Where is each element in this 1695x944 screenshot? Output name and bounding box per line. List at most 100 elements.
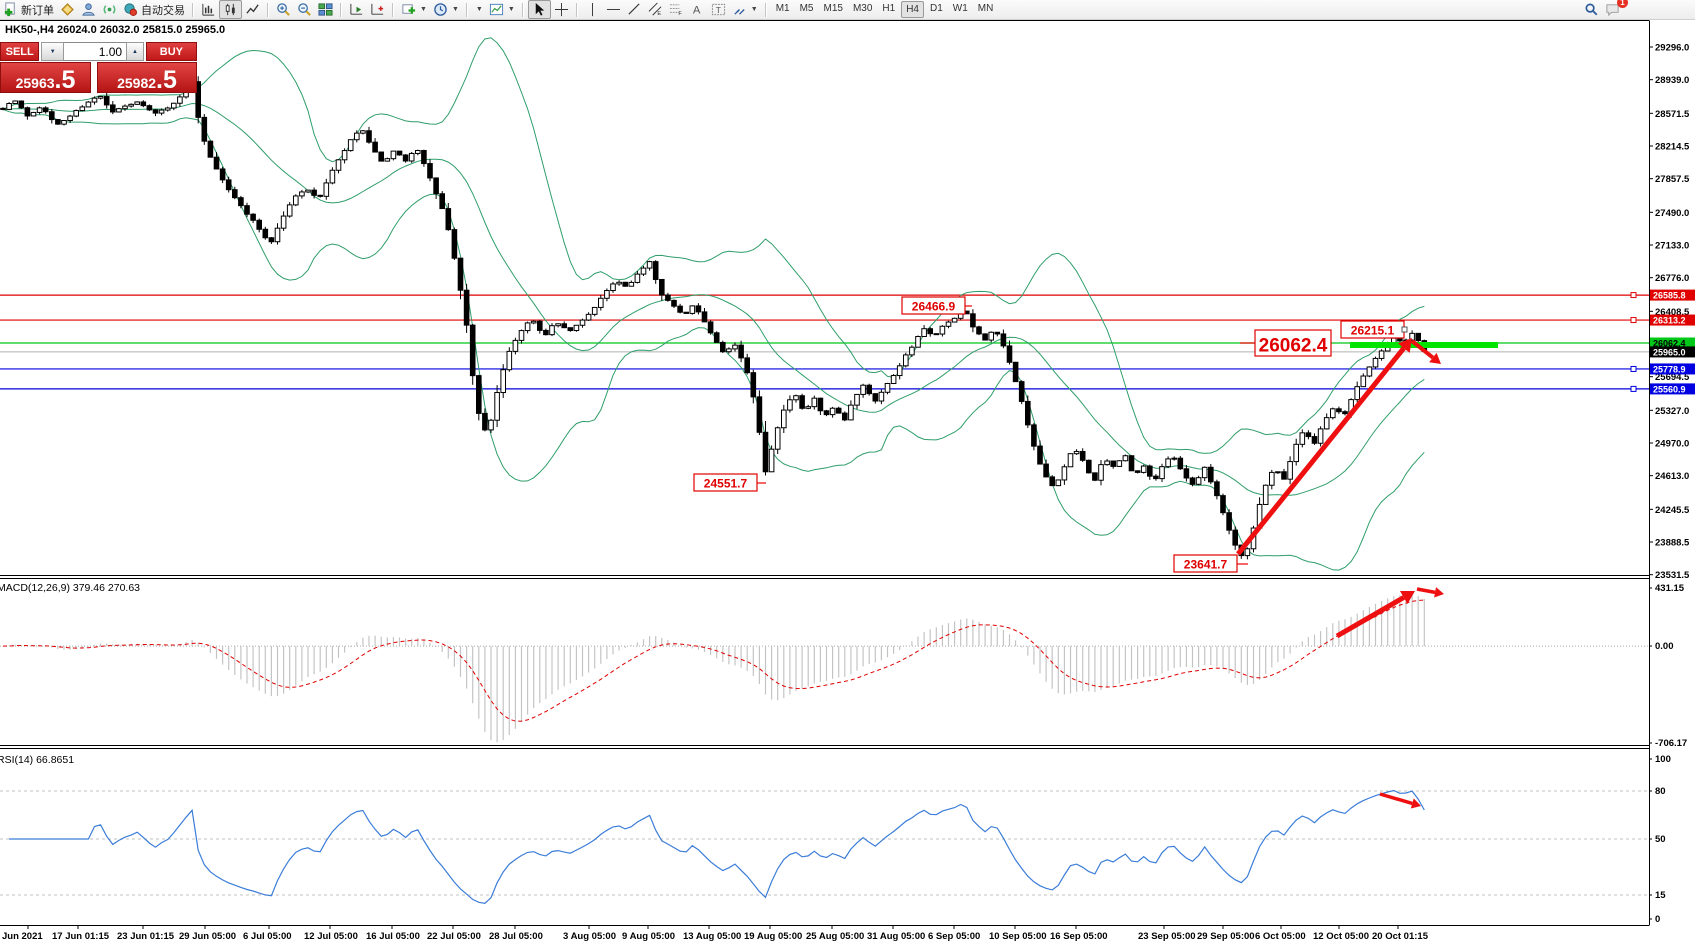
buy-price-display[interactable]: 25982.5 [97,62,197,93]
deposit-button[interactable] [57,1,78,18]
trend-arrow-5[interactable] [1379,792,1421,809]
tile-windows-button[interactable] [315,1,336,18]
annotation-box [901,296,966,315]
bar-chart-mode-button[interactable] [198,1,219,18]
candle-body [1110,460,1117,467]
trendline-tool-button[interactable] [624,1,645,18]
highlight-band[interactable] [1350,342,1498,348]
timeframe-button-M15[interactable]: M15 [823,3,843,14]
trend-arrow-2[interactable] [1410,339,1441,364]
time-tick-label: 13 Aug 05:00 [683,931,741,942]
candle-body [970,313,976,328]
horizontal-line-tool-button[interactable] [603,1,624,18]
candle-body [561,323,568,329]
candle-body [469,324,476,377]
candle-body [683,311,690,314]
candle-body [396,150,403,156]
sell-button[interactable]: SELL [0,42,40,61]
text-label-tool-button[interactable]: T [708,1,729,18]
annotation-handle[interactable] [1401,326,1408,333]
line-anchor-handle[interactable] [1630,317,1637,324]
trend-arrow-4[interactable] [1416,587,1444,598]
candlestick-mode-button[interactable] [219,0,242,19]
timeframe-button-MN[interactable]: MN [977,3,994,14]
auto-trading-button[interactable]: 自动交易 [120,1,188,18]
candle-body [713,332,720,343]
periods-button[interactable]: ▼ [430,1,462,18]
timeframe-button-W1[interactable]: W1 [952,3,968,14]
zoom-in-button[interactable] [273,1,294,18]
crosshair-tool-button[interactable] [551,1,572,18]
timeframe-button-M30[interactable]: M30 [852,3,873,14]
candle-body [793,395,799,401]
current-price-badge [1650,346,1695,358]
cursor-tool-button[interactable] [527,0,551,19]
volume-increase-button[interactable]: ▲ [126,42,144,61]
candle-body [274,227,281,243]
timeframe-button-H1[interactable]: H1 [882,3,896,14]
text-tool-button[interactable]: A [687,1,708,18]
candle-body [567,327,574,332]
arrows-tool-button[interactable]: ▼ [729,1,761,18]
channel-tool-button[interactable]: E [645,1,666,18]
time-tick-label: 6 Sep 05:00 [928,931,980,942]
candle-body [280,215,287,229]
signals-button[interactable] [99,1,120,18]
volume-decrease-button[interactable]: ▼ [41,42,65,61]
indicators-button[interactable]: ▼ [486,1,518,18]
price-annotation-24551.7[interactable]: 24551.7 [693,473,766,492]
trend-arrow-3[interactable] [1335,591,1415,639]
line-anchor-handle[interactable] [1630,385,1637,392]
annotation-text: 26466.9 [912,300,956,314]
templates-button[interactable]: ▼ [472,1,486,18]
timeframe-button-H4[interactable]: H4 [901,1,924,18]
candle-body [598,297,604,308]
price-annotation-26466.9[interactable]: 26466.9 [901,296,972,315]
line-anchor-handle[interactable] [1630,365,1637,372]
candle-body [372,141,378,153]
search-button[interactable] [1581,1,1602,18]
buy-button[interactable]: BUY [145,42,197,61]
new-order-button[interactable]: 新订单 [0,1,57,18]
candle-body [482,412,488,431]
price-tick-label: 23531.5 [1655,570,1690,581]
candle-body [738,344,744,359]
price-annotation-23641.7[interactable]: 23641.7 [1173,554,1248,573]
zoom-out-button[interactable] [294,1,315,18]
candle-body [634,273,641,283]
price-level-badge-text: 26585.8 [1653,291,1686,301]
chart-shift-button[interactable] [346,1,367,18]
new-chart-button[interactable]: ▼ [398,1,430,18]
candle-body [579,319,586,326]
svg-text:T: T [715,5,720,15]
price-annotation-26062.4[interactable]: 26062.4 [1240,329,1332,357]
line-chart-mode-button[interactable] [242,1,263,18]
timeframe-button-M5[interactable]: M5 [799,3,814,14]
notifications-button[interactable]: 1 [1602,0,1628,18]
arrow-shaft [1416,587,1436,595]
candle-body [6,103,12,110]
arrow-head [1399,591,1415,604]
volume-input[interactable] [64,42,127,61]
candle-body [49,111,55,121]
price-annotation-26215.1[interactable]: 26215.1 [1340,320,1408,339]
price-axis[interactable]: 29296.0 28939.0 28571.5 28214.5 27857.5 27490… [1630,43,1695,926]
timeframe-button-D1[interactable]: D1 [930,3,943,14]
sell-price-display[interactable]: 25963.5 [0,62,91,93]
auto-scroll-button[interactable] [367,1,388,18]
candle-body [744,357,751,374]
fibonacci-tool-button[interactable]: F [666,1,687,18]
cursor-icon [535,2,544,16]
vertical-line-tool-button[interactable] [582,1,603,18]
line-anchor-handle[interactable] [1630,292,1637,299]
timeframe-button-M1[interactable]: M1 [775,3,790,14]
time-tick-label: 12 Oct 05:00 [1313,931,1369,942]
candle-body [225,179,232,191]
profile-button[interactable] [78,1,99,18]
trend-arrow-1[interactable] [1236,338,1412,556]
candle-body [30,111,37,117]
candle-body [103,96,110,106]
candle-body [707,321,714,334]
time-axis[interactable]: Jun 2021 17 Jun 01:15 23 Jun 01:15 29 Jun 0… [2,925,1429,943]
